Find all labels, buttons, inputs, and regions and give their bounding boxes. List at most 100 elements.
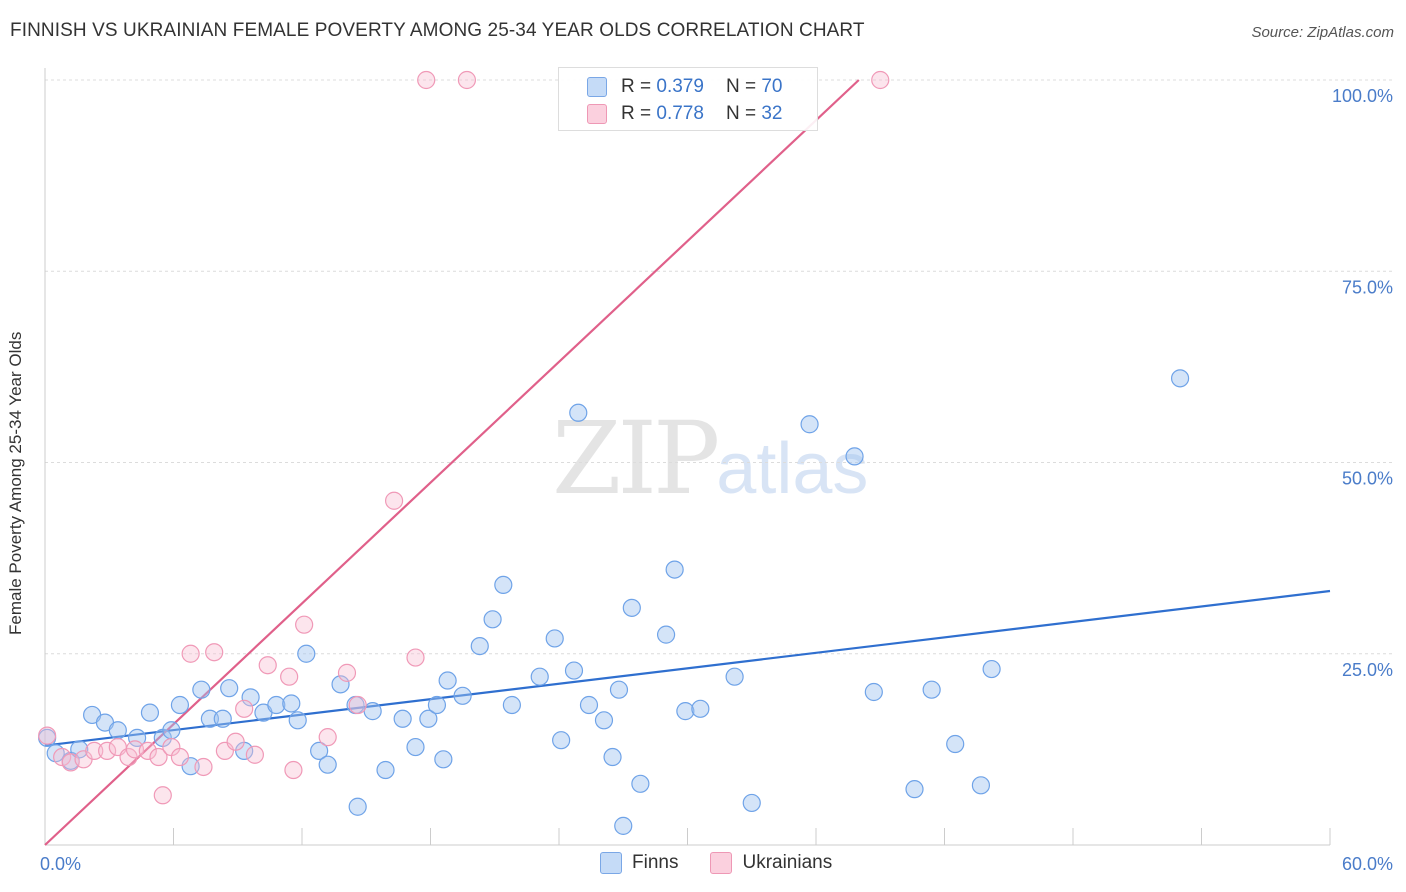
ukrainians-point — [226, 732, 245, 751]
ukrainians-point — [153, 786, 172, 805]
finns-point — [470, 636, 489, 656]
finns-point — [241, 688, 260, 707]
ukrainians-trend-line — [44, 79, 860, 846]
ukrainians-point — [181, 644, 200, 663]
x-tick-label: 0.0% — [40, 854, 81, 874]
finns-point — [864, 682, 883, 702]
finns-point — [406, 737, 425, 757]
finns-point — [594, 711, 614, 730]
legend-item-ukrainians[interactable]: Ukrainians — [710, 852, 832, 874]
finns-point — [971, 776, 991, 795]
finns-point — [631, 774, 650, 793]
finns-trend-line — [44, 589, 1331, 747]
ukrainians-swatch — [710, 852, 733, 874]
finns-point — [434, 750, 453, 769]
finns-point — [170, 695, 190, 715]
ukrainians-point — [138, 741, 157, 761]
finns-point — [579, 695, 599, 715]
finns-point — [438, 671, 457, 690]
finns-point — [946, 734, 965, 754]
finns-point — [267, 695, 286, 715]
finns-point — [656, 625, 676, 644]
finns-point — [609, 680, 629, 699]
gridlines — [45, 79, 1392, 655]
ukrainians-point — [245, 745, 264, 764]
finns-point — [603, 747, 622, 767]
finns-point — [622, 598, 641, 617]
ukrainians-point — [337, 663, 357, 682]
finns-point — [297, 644, 316, 663]
finns-point — [691, 699, 710, 718]
finns-point — [569, 403, 588, 422]
tick-labels: 25.0% 50.0% 75.0% 100.0% 0.0% 60.0% — [40, 86, 1393, 874]
finns-point — [70, 740, 89, 759]
correlation-legend: R = 0.379 N = 70 R = 0.778 N = 32 — [558, 67, 818, 131]
ukrainians-point — [280, 667, 299, 686]
ukrainians-point — [284, 760, 303, 780]
series-legend: Finns Ukrainians — [600, 852, 864, 874]
ukrainians-point — [205, 643, 224, 662]
ukrainians-point — [348, 695, 367, 715]
finns-point — [665, 560, 684, 579]
zipatlas-watermark: ZIPatlas — [552, 400, 868, 517]
legend-label-finns: Finns — [632, 852, 679, 873]
watermark-zip: ZIP — [552, 400, 720, 517]
legend-n-value: 70 — [761, 76, 783, 97]
ukrainians-point — [38, 726, 57, 745]
finns-point — [348, 797, 367, 816]
finns-point — [502, 695, 521, 715]
finns-point — [220, 679, 239, 698]
x-tick-label: 60.0% — [1342, 854, 1393, 874]
finns-point — [545, 629, 564, 648]
ukrainians-point — [384, 491, 404, 510]
finns-point — [922, 680, 941, 699]
ukrainians-point — [235, 699, 254, 718]
finns-point — [676, 702, 695, 721]
finns-point — [140, 703, 160, 722]
watermark-atlas: atlas — [716, 429, 869, 509]
finns-point — [200, 709, 220, 728]
finns-point — [310, 741, 329, 761]
finns-point — [614, 816, 633, 835]
legend-item-finns[interactable]: Finns — [600, 852, 678, 874]
finns-point — [564, 661, 584, 680]
finns-point — [1170, 369, 1190, 388]
finns-point — [213, 709, 232, 728]
ukrainians-swatch — [587, 104, 607, 124]
y-axis-label: Female Poverty Among 25-34 Year Olds — [6, 331, 25, 635]
ukrainians-point — [194, 757, 213, 777]
ukrainians-point — [53, 747, 72, 767]
finns-point — [800, 415, 819, 434]
finns-point — [393, 709, 412, 728]
ukrainians-point — [258, 656, 277, 675]
legend-r-value: 0.379 — [656, 76, 704, 97]
y-tick-label: 25.0% — [1342, 660, 1393, 680]
finns-point — [982, 659, 1001, 679]
finns-point — [419, 709, 438, 728]
finns-point — [318, 755, 337, 774]
finns-point — [453, 686, 472, 705]
legend-row-ukrainians: R = 0.778 N = 32 — [587, 101, 782, 127]
finns-swatch — [600, 852, 622, 874]
finns-point — [282, 694, 301, 713]
finns-points — [38, 369, 1190, 835]
source-credit: Source: ZipAtlas.com — [1251, 24, 1394, 41]
legend-r-label: R = — [621, 103, 652, 124]
ukrainians-point — [871, 70, 890, 90]
ukrainians-points — [38, 70, 890, 805]
ukrainians-point — [85, 741, 104, 761]
ukrainians-point — [149, 747, 168, 767]
ukrainians-point — [457, 70, 477, 90]
legend-r-label: R = — [621, 76, 652, 97]
chart-title: FINNISH VS UKRAINIAN FEMALE POVERTY AMON… — [10, 20, 865, 41]
legend-r-value: 0.778 — [656, 103, 704, 124]
finns-point — [127, 728, 147, 748]
legend-label-ukrainians: Ukrainians — [742, 852, 833, 873]
legend-row-finns: R = 0.379 N = 70 — [587, 74, 782, 100]
y-tick-label: 50.0% — [1342, 469, 1393, 489]
legend-n-label: N = — [725, 103, 757, 124]
ukrainians-point — [98, 741, 117, 761]
finns-point — [530, 667, 549, 686]
finns-point — [427, 695, 447, 715]
